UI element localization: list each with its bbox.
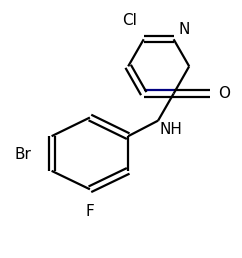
Text: Cl: Cl [122, 13, 137, 28]
Text: N: N [179, 22, 190, 37]
Text: O: O [218, 86, 230, 101]
Text: NH: NH [160, 122, 183, 136]
Text: Br: Br [15, 147, 31, 162]
Text: F: F [85, 204, 94, 219]
